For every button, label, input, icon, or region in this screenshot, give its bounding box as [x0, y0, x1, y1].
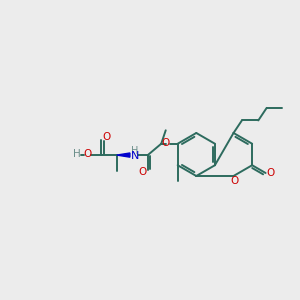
Text: O: O [267, 168, 275, 178]
Text: O: O [230, 176, 238, 186]
Text: O: O [138, 167, 147, 177]
Text: O: O [83, 149, 92, 160]
Text: H: H [131, 146, 139, 156]
Polygon shape [117, 153, 130, 157]
Text: O: O [161, 138, 169, 148]
Text: O: O [103, 132, 111, 142]
Text: N: N [131, 151, 139, 161]
Text: H: H [73, 149, 81, 160]
